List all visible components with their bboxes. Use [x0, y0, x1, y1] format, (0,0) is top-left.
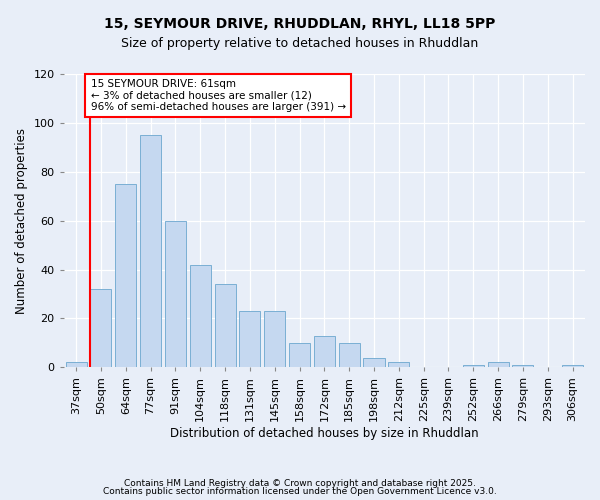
Text: 15, SEYMOUR DRIVE, RHUDDLAN, RHYL, LL18 5PP: 15, SEYMOUR DRIVE, RHUDDLAN, RHYL, LL18 … — [104, 18, 496, 32]
Text: Size of property relative to detached houses in Rhuddlan: Size of property relative to detached ho… — [121, 38, 479, 51]
Bar — [115, 184, 136, 368]
Bar — [165, 220, 186, 368]
Bar — [488, 362, 509, 368]
Bar — [140, 135, 161, 368]
Bar — [463, 365, 484, 368]
Bar — [65, 362, 86, 368]
Bar — [91, 289, 112, 368]
Y-axis label: Number of detached properties: Number of detached properties — [15, 128, 28, 314]
Bar — [289, 343, 310, 367]
Bar — [215, 284, 236, 368]
Bar — [338, 343, 360, 367]
Bar — [314, 336, 335, 368]
Bar — [190, 264, 211, 368]
Bar — [562, 365, 583, 368]
Bar — [239, 311, 260, 368]
Text: 15 SEYMOUR DRIVE: 61sqm
← 3% of detached houses are smaller (12)
96% of semi-det: 15 SEYMOUR DRIVE: 61sqm ← 3% of detached… — [91, 79, 346, 112]
X-axis label: Distribution of detached houses by size in Rhuddlan: Distribution of detached houses by size … — [170, 427, 479, 440]
Bar — [364, 358, 385, 368]
Text: Contains public sector information licensed under the Open Government Licence v3: Contains public sector information licen… — [103, 487, 497, 496]
Bar — [388, 362, 409, 368]
Bar — [512, 365, 533, 368]
Text: Contains HM Land Registry data © Crown copyright and database right 2025.: Contains HM Land Registry data © Crown c… — [124, 478, 476, 488]
Bar — [264, 311, 285, 368]
